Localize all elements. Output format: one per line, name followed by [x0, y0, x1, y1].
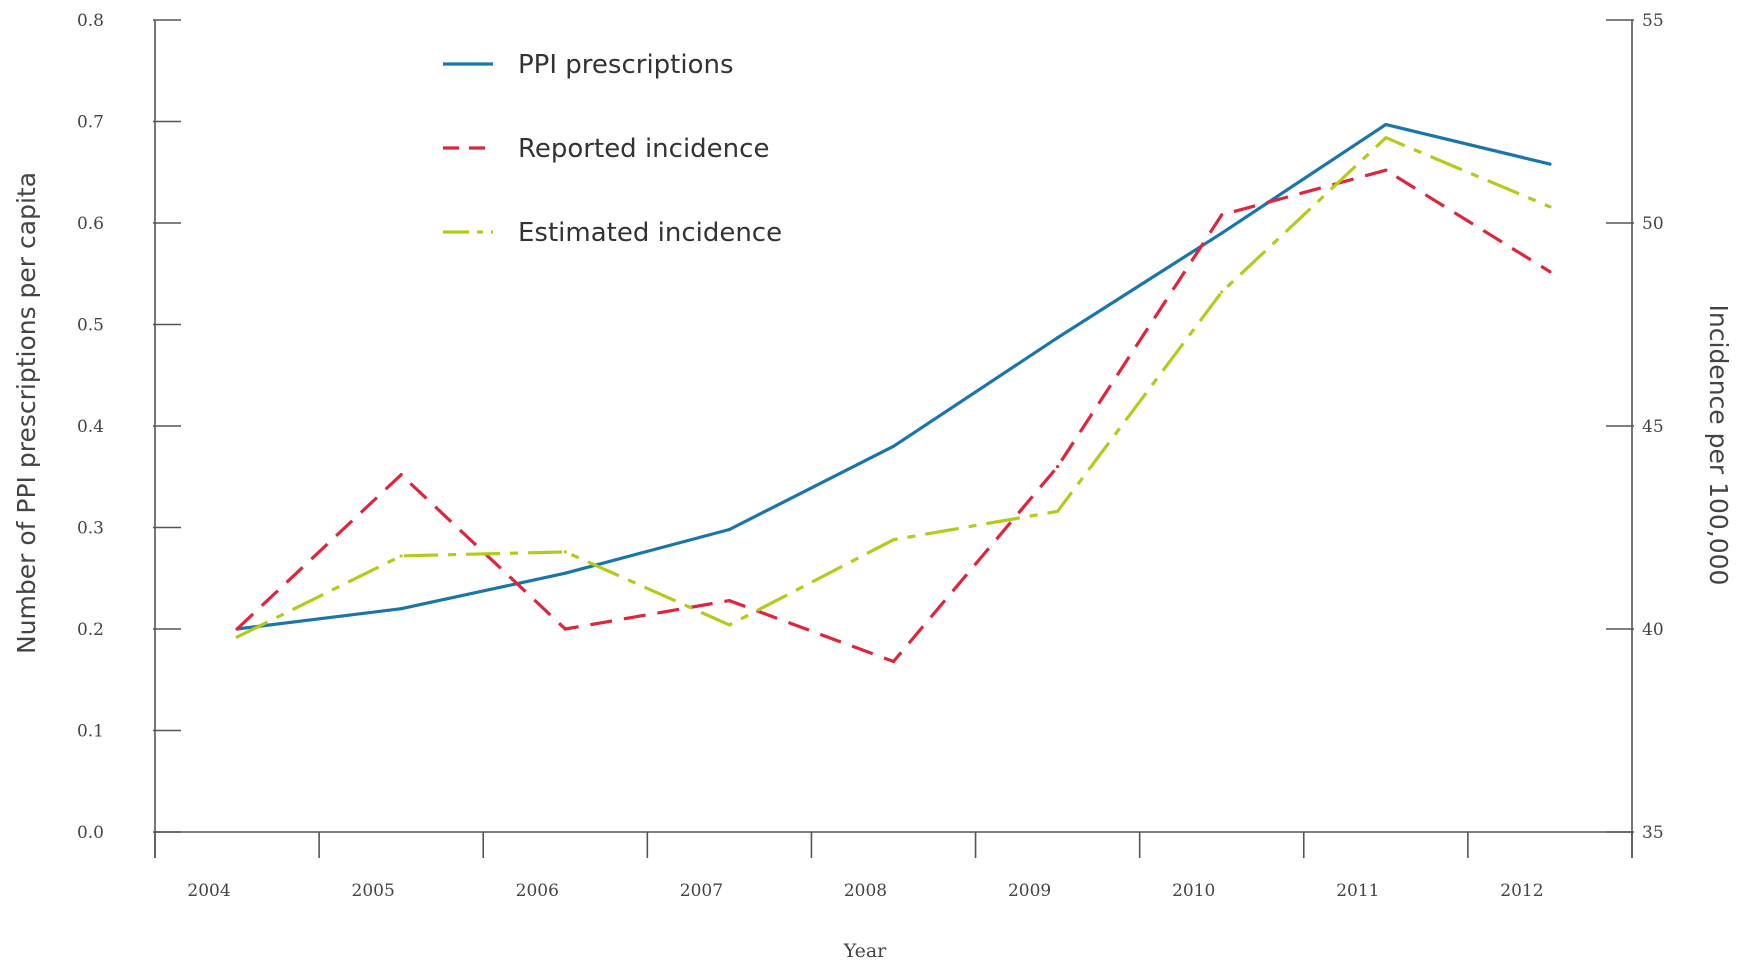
data-point	[891, 659, 896, 664]
data-point	[1056, 509, 1060, 513]
series-layer	[235, 122, 1552, 664]
data-point	[1384, 122, 1388, 127]
legend-label: Estimated incidence	[518, 218, 782, 248]
x-tick-label: 2007	[680, 881, 723, 901]
data-point	[1220, 290, 1224, 294]
y-tick-label-right: 35	[1642, 823, 1664, 843]
x-tick-label: 2012	[1500, 881, 1543, 901]
y-tick-label-left: 0.1	[77, 722, 104, 742]
y-tick-label-left: 0.5	[77, 316, 104, 336]
data-point	[399, 473, 403, 477]
x-tick-label: 2005	[352, 881, 395, 901]
series-line-estimated-incidence	[236, 136, 1551, 639]
y-tick-label-left: 0.2	[77, 620, 104, 640]
data-point	[1056, 465, 1060, 469]
data-point	[563, 627, 567, 631]
data-point	[235, 635, 239, 639]
y-tick-label-left: 0.3	[77, 519, 104, 539]
data-point	[727, 623, 731, 627]
x-tick-label: 2011	[1336, 881, 1379, 901]
data-point	[563, 571, 567, 575]
data-point	[399, 554, 403, 558]
axes: 0.0 0.1 0.2 0.3 0.4 0.5 0.6 0.7 0.8 35 40 45 50 55 200…	[77, 11, 1664, 901]
y-axis-title-left: Number of PPI prescriptions per capita	[12, 172, 41, 654]
x-tick-label: 2008	[844, 881, 887, 901]
legend-label: PPI prescriptions	[518, 50, 734, 80]
y-axis-title-right: Incidence per 100,000	[1704, 305, 1733, 586]
y-tick-label-left: 0.0	[77, 823, 104, 843]
x-tick-label: 2009	[1008, 881, 1051, 901]
x-tick-label: 2006	[516, 881, 559, 901]
legend-label: Reported incidence	[518, 134, 769, 164]
data-point	[891, 444, 896, 448]
data-point	[1548, 162, 1552, 166]
legend: PPI prescriptions Reported incidence Estim…	[443, 50, 782, 248]
data-point	[563, 550, 567, 554]
data-point	[1220, 213, 1224, 217]
data-point	[1548, 270, 1552, 274]
data-point	[399, 607, 403, 611]
y-tick-label-right: 45	[1642, 417, 1664, 437]
data-point	[1548, 205, 1552, 209]
data-point	[891, 538, 896, 542]
y-tick-label-left: 0.6	[77, 214, 104, 234]
data-point	[235, 627, 239, 631]
y-tick-label-left: 0.4	[77, 417, 104, 437]
y-tick-label-right: 50	[1642, 214, 1664, 234]
x-tick-label: 2004	[187, 881, 230, 901]
data-point	[1220, 231, 1224, 235]
data-point	[1056, 336, 1060, 340]
data-point	[1384, 168, 1388, 172]
y-tick-label-left: 0.8	[77, 11, 104, 31]
series-line-reported-incidence	[235, 168, 1551, 664]
x-tick-label: 2010	[1172, 881, 1215, 901]
x-axis-title: Year	[843, 940, 887, 962]
y-tick-label-right: 55	[1642, 11, 1664, 31]
data-point	[1384, 136, 1388, 140]
y-tick-label-left: 0.7	[77, 113, 104, 133]
data-point	[727, 598, 731, 603]
data-point	[727, 527, 731, 532]
series-line-ppi-prescriptions	[236, 122, 1551, 631]
y-tick-label-right: 40	[1642, 620, 1664, 640]
